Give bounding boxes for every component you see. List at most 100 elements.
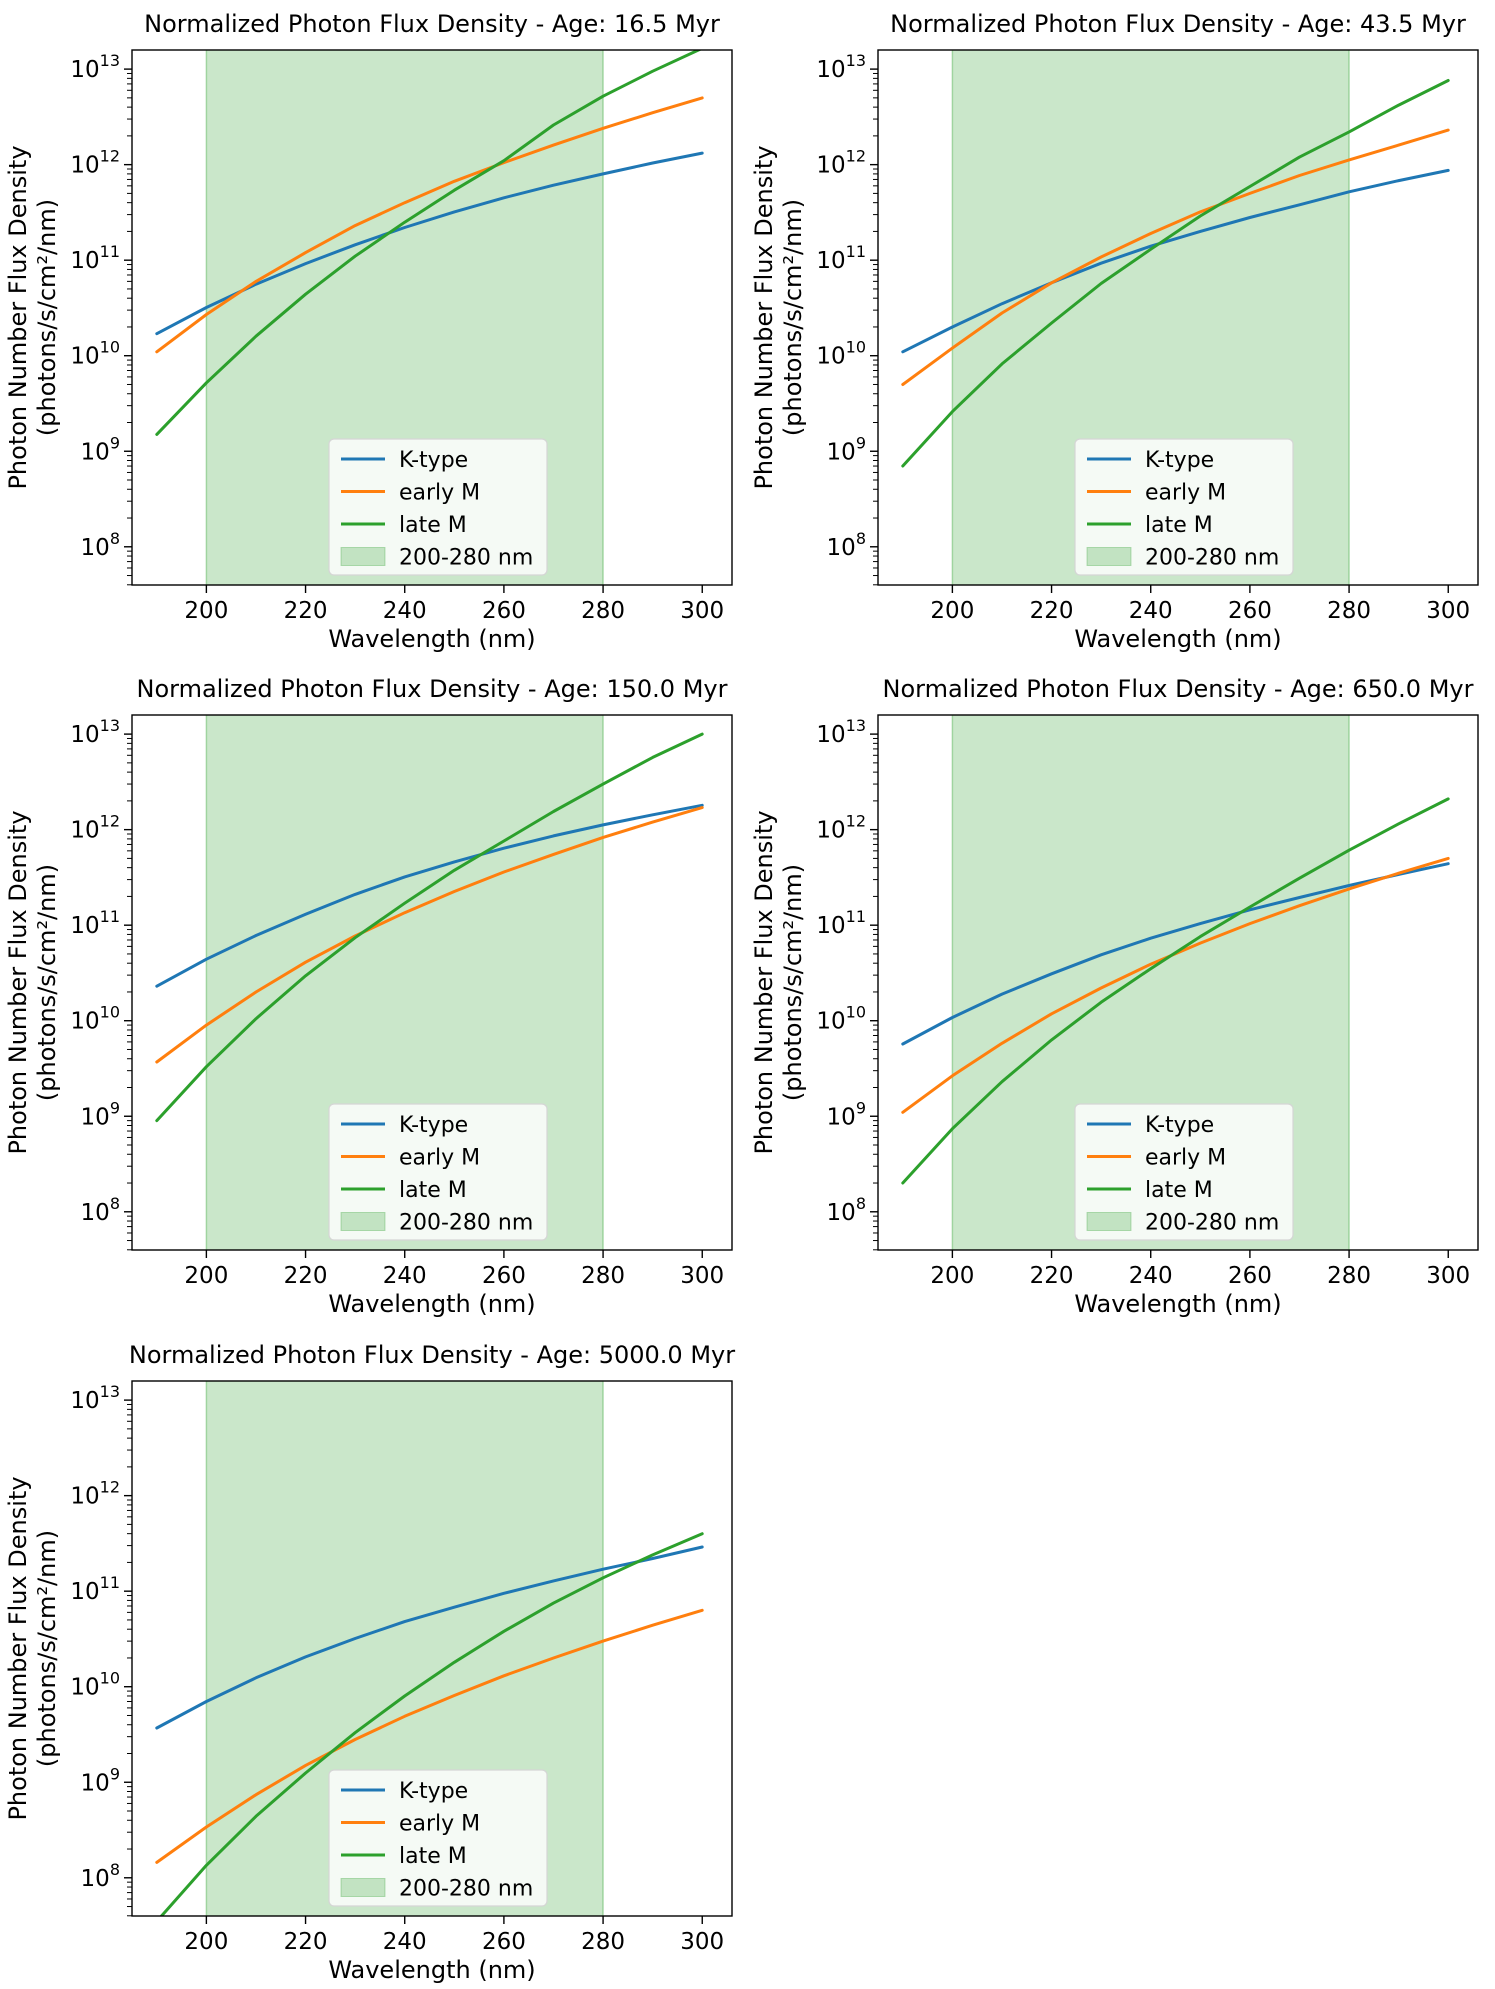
series-line [155, 1608, 704, 1864]
x-tick-label: 240 [383, 1929, 427, 1955]
x-tick-label: 220 [1030, 1263, 1074, 1289]
y-tick-label: 109 [827, 1098, 866, 1130]
x-tick-label: 280 [581, 1929, 625, 1955]
legend-label: late M [1145, 513, 1213, 538]
y-axis-label: (photons/s/cm²/nm) [33, 864, 61, 1101]
y-tick-label: 108 [827, 1194, 866, 1226]
series-line [155, 1545, 704, 1730]
y-axis-label: (photons/s/cm²/nm) [779, 199, 807, 436]
y-tick-label: 1012 [70, 147, 120, 179]
legend-swatch [1086, 1212, 1132, 1231]
x-tick-label: 240 [1129, 1263, 1173, 1289]
chart-title: Normalized Photon Flux Density - Age: 65… [883, 675, 1474, 703]
series-group [901, 79, 1450, 468]
x-tick-label: 280 [581, 598, 625, 624]
y-tick-label: 1012 [816, 147, 866, 179]
chart-panel: 200 220 240 260 280 300 108 109 1010 1011 1012 1013… [4, 10, 733, 653]
y-tick-label: 109 [81, 1098, 120, 1130]
y-axis-label: (photons/s/cm²/nm) [779, 864, 807, 1101]
y-tick-label: 1010 [816, 1003, 866, 1035]
chart-title: Normalized Photon Flux Density - Age: 16… [144, 10, 720, 38]
series-line [155, 806, 704, 1064]
y-tick-label: 1010 [70, 338, 120, 370]
legend-label: early M [1145, 1146, 1226, 1171]
y-tick-label: 1011 [816, 242, 866, 274]
x-tick-label: 220 [1030, 598, 1074, 624]
x-tick-label: 280 [581, 1263, 625, 1289]
x-tick-label: 260 [1228, 1263, 1272, 1289]
legend-label: 200-280 nm [399, 1211, 533, 1236]
x-tick-label: 200 [184, 598, 228, 624]
chart-title: Normalized Photon Flux Density - Age: 43… [890, 10, 1466, 38]
x-tick-label: 200 [930, 1263, 974, 1289]
x-axis-label: Wavelength (nm) [328, 625, 535, 653]
legend-box [328, 1103, 548, 1241]
series-group [155, 50, 704, 436]
chart-title: Normalized Photon Flux Density - Age: 50… [129, 1341, 735, 1369]
y-tick-label: 108 [81, 1194, 120, 1226]
legend-label: early M [1145, 481, 1226, 506]
series-line [901, 128, 1450, 386]
chart-panel: 200 220 240 260 280 300 108 109 1010 1011 1012 1013… [4, 1341, 735, 1984]
series-group [155, 1532, 704, 1916]
legend-label: K-type [399, 448, 468, 473]
x-tick-label: 280 [1327, 1263, 1371, 1289]
plot-frame [877, 714, 1479, 1251]
x-axis-label: Wavelength (nm) [328, 1956, 535, 1984]
y-tick-label: 1011 [70, 242, 120, 274]
legend-label: K-type [399, 1113, 468, 1138]
legend-label: 200-280 nm [1145, 1211, 1279, 1236]
series-group [901, 797, 1450, 1185]
y-axis-label: (photons/s/cm²/nm) [33, 199, 61, 436]
y-axis-label: Photon Number Flux Density [4, 1476, 32, 1820]
x-tick-label: 300 [680, 1929, 724, 1955]
y-tick-label: 108 [81, 1860, 120, 1892]
x-tick-label: 260 [482, 598, 526, 624]
chart-panel: 200 220 240 260 280 300 108 109 1010 1011 1012 1013… [750, 675, 1479, 1318]
legend-label: early M [399, 1812, 480, 1837]
y-tick-label: 108 [827, 529, 866, 561]
legend-label: 200-280 nm [1145, 546, 1279, 571]
legend-label: late M [399, 1178, 467, 1203]
x-tick-label: 220 [284, 598, 328, 624]
legend: K-type early M late M 200-280 nm [1074, 1103, 1294, 1241]
y-tick-label: 1013 [70, 1382, 120, 1414]
y-tick-label: 1010 [70, 1003, 120, 1035]
y-tick-label: 1012 [70, 812, 120, 844]
x-tick-label: 240 [383, 1263, 427, 1289]
x-axis-label: Wavelength (nm) [1074, 625, 1281, 653]
legend-label: K-type [1145, 1113, 1214, 1138]
y-axis-label: Photon Number Flux Density [4, 810, 32, 1154]
series-line [155, 50, 703, 436]
y-axis-label: (photons/s/cm²/nm) [33, 1530, 61, 1767]
x-tick-label: 300 [1426, 1263, 1470, 1289]
x-tick-label: 220 [284, 1263, 328, 1289]
series-group [155, 732, 704, 1123]
series-line [901, 79, 1450, 468]
y-tick-label: 1013 [816, 51, 866, 83]
legend-box [328, 438, 548, 576]
series-line [901, 797, 1450, 1185]
series-line [901, 168, 1450, 354]
legend-swatch [340, 547, 386, 566]
x-tick-label: 260 [482, 1263, 526, 1289]
plot-frame [131, 714, 733, 1251]
x-axis-label: Wavelength (nm) [328, 1290, 535, 1318]
chart-panel: 200 220 240 260 280 300 108 109 1010 1011 1012 1013… [4, 675, 733, 1318]
legend: K-type early M late M 200-280 nm [328, 438, 548, 576]
legend: K-type early M late M 200-280 nm [328, 1769, 548, 1907]
y-tick-label: 1012 [70, 1478, 120, 1510]
y-tick-label: 109 [81, 1764, 120, 1796]
y-tick-label: 108 [81, 529, 120, 561]
legend: K-type early M late M 200-280 nm [1074, 438, 1294, 576]
x-tick-label: 200 [184, 1263, 228, 1289]
x-tick-label: 260 [482, 1929, 526, 1955]
legend-swatch [1086, 547, 1132, 566]
legend-label: 200-280 nm [399, 546, 533, 571]
y-tick-label: 1012 [816, 812, 866, 844]
y-axis-label: Photon Number Flux Density [750, 810, 778, 1154]
x-tick-label: 280 [1327, 598, 1371, 624]
legend-box [328, 1769, 548, 1907]
legend-box [1074, 438, 1294, 576]
